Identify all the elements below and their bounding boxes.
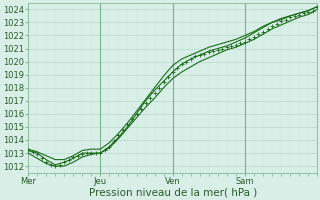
X-axis label: Pression niveau de la mer( hPa ): Pression niveau de la mer( hPa ): [89, 187, 257, 197]
